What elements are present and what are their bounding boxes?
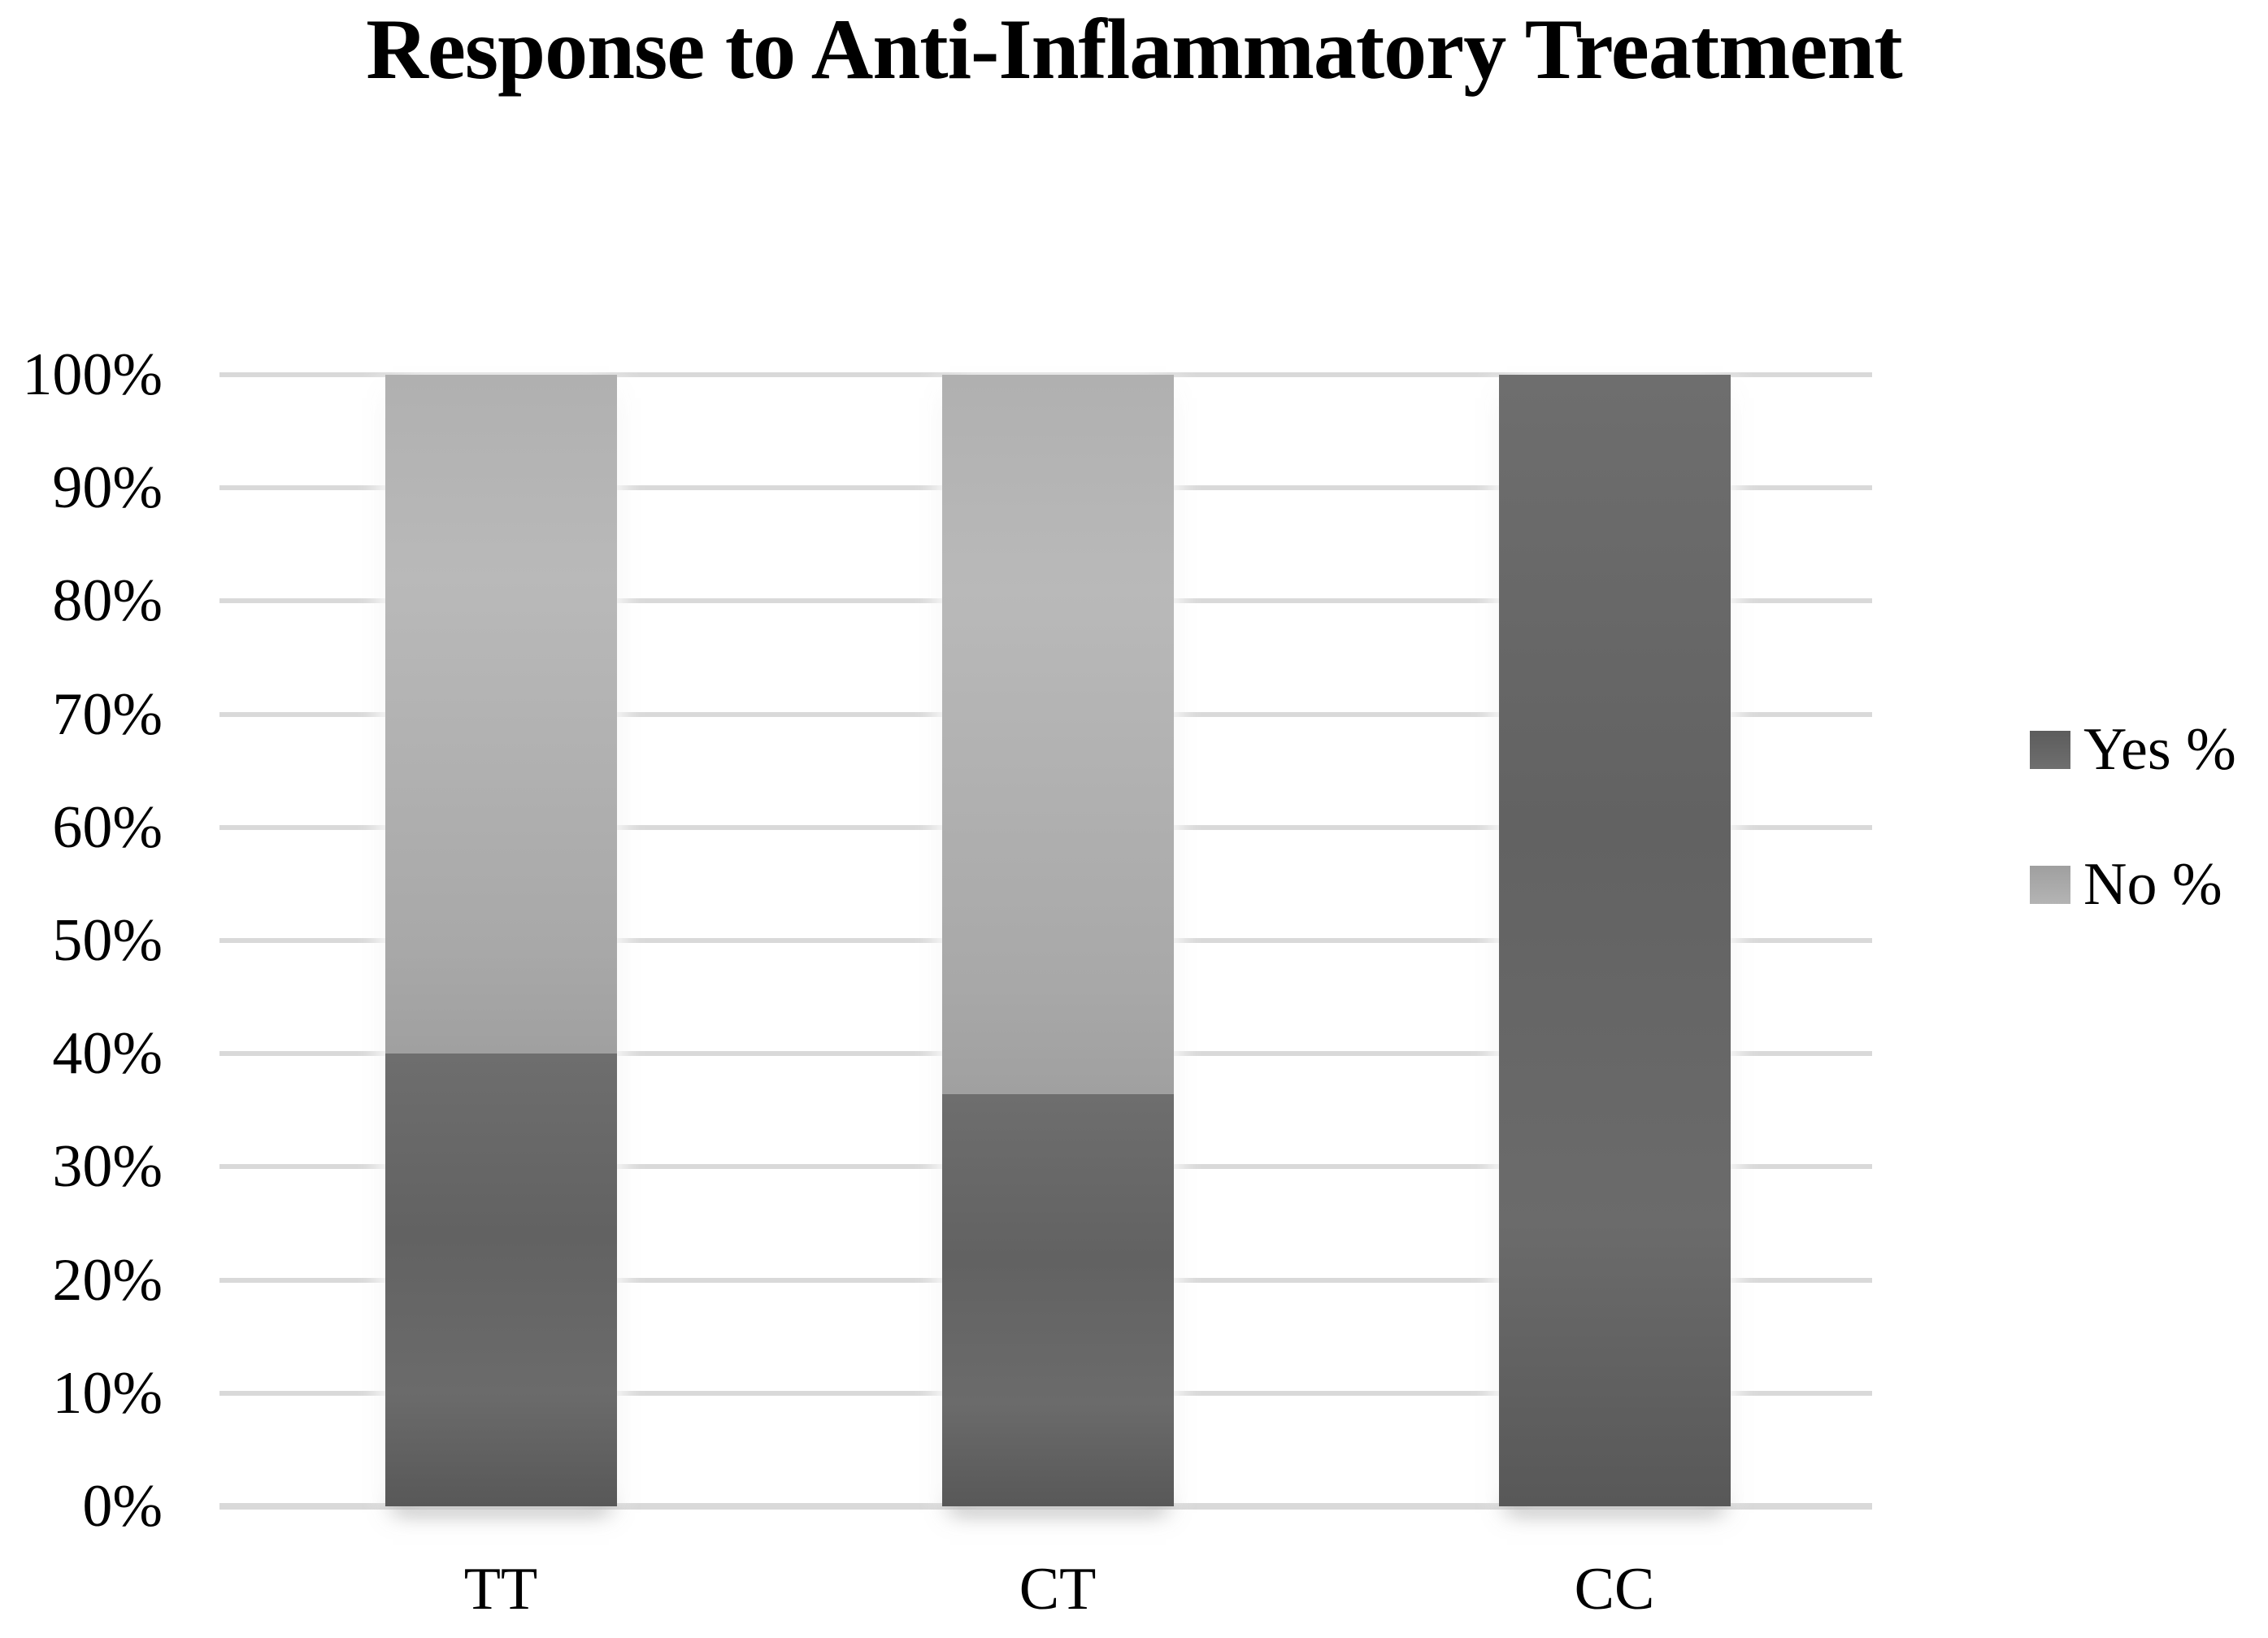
y-axis-tick-label-90: 90% xyxy=(52,454,163,522)
legend-item-no: No % xyxy=(2030,854,2222,915)
legend-label-yes: Yes % xyxy=(2083,716,2236,783)
x-axis-label-tt: TT xyxy=(463,1556,538,1623)
y-axis-tick-label-100: 100% xyxy=(22,341,163,408)
y-axis-tick-label-70: 70% xyxy=(52,680,163,748)
bar-ct-segment-yes xyxy=(941,1094,1174,1506)
legend-swatch-no xyxy=(2030,865,2070,904)
x-axis-label-cc: CC xyxy=(1574,1556,1655,1623)
legend-item-yes: Yes % xyxy=(2030,719,2236,780)
y-axis-tick-label-0: 0% xyxy=(82,1473,163,1540)
legend-label-no: No % xyxy=(2083,851,2222,918)
y-axis-tick-label-30: 30% xyxy=(52,1133,163,1201)
legend-swatch-yes xyxy=(2030,730,2070,769)
bar-tt-segment-yes xyxy=(385,1054,617,1506)
y-axis-tick-label-40: 40% xyxy=(52,1020,163,1088)
y-axis-tick-label-80: 80% xyxy=(52,567,163,635)
y-axis-tick-label-50: 50% xyxy=(52,907,163,974)
bar-cc xyxy=(1498,375,1731,1506)
chart-legend: Yes % No % xyxy=(2030,0,2268,1638)
bar-ct-segment-no xyxy=(941,375,1174,1095)
x-axis-label-ct: CT xyxy=(1019,1556,1097,1623)
bar-tt xyxy=(385,375,617,1506)
chart-title: Response to Anti-Inflammatory Treatment xyxy=(366,2,1902,97)
y-axis-tick-label-10: 10% xyxy=(52,1359,163,1427)
bar-cc-segment-yes xyxy=(1498,375,1731,1506)
bar-tt-segment-no xyxy=(385,375,617,1054)
y-axis-tick-label-60: 60% xyxy=(52,793,163,861)
gridline-0 xyxy=(219,1503,1872,1510)
bar-ct xyxy=(941,375,1174,1506)
y-axis-tick-label-20: 20% xyxy=(52,1246,163,1314)
